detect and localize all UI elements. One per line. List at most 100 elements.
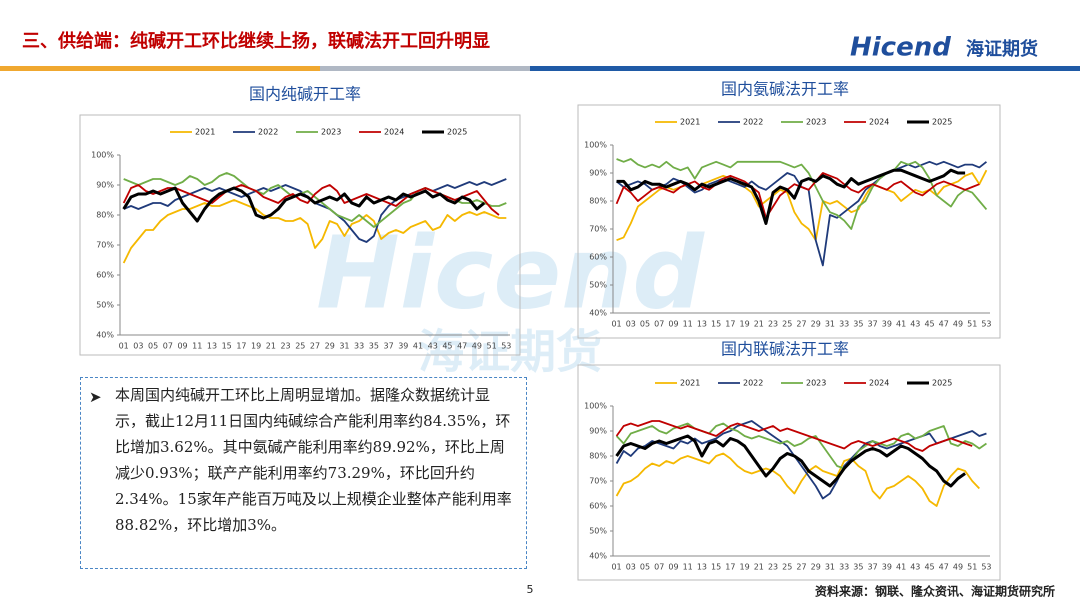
x-tick-label: 53 <box>501 342 511 351</box>
x-tick-label: 19 <box>740 563 750 572</box>
legend-label: 2024 <box>869 118 889 127</box>
header-stripe <box>0 66 320 71</box>
watermark: 海证期货 <box>418 325 602 379</box>
series-line <box>616 158 988 230</box>
x-tick-label: 37 <box>383 342 393 351</box>
x-tick-label: 09 <box>668 563 678 572</box>
x-tick-label: 19 <box>740 320 750 329</box>
header-stripe <box>530 66 1080 71</box>
y-tick-label: 70% <box>589 225 607 234</box>
x-tick-label: 39 <box>398 342 408 351</box>
x-tick-label: 47 <box>939 563 949 572</box>
x-tick-label: 53 <box>981 320 991 329</box>
y-tick-label: 100% <box>91 151 114 160</box>
x-tick-label: 09 <box>668 320 678 329</box>
x-tick-label: 07 <box>163 342 173 351</box>
x-tick-label: 03 <box>626 320 636 329</box>
x-tick-label: 01 <box>611 320 621 329</box>
y-tick-label: 80% <box>589 452 607 461</box>
y-tick-label: 80% <box>96 211 114 220</box>
x-tick-label: 43 <box>428 342 438 351</box>
series-line <box>615 420 973 452</box>
x-tick-label: 05 <box>640 563 650 572</box>
x-tick-label: 23 <box>280 342 290 351</box>
x-tick-label: 41 <box>896 320 906 329</box>
legend-label: 2021 <box>680 118 700 127</box>
x-tick-label: 11 <box>683 320 693 329</box>
x-tick-label: 33 <box>839 563 849 572</box>
x-tick-label: 13 <box>207 342 217 351</box>
source: 资料来源：钢联、隆众资讯、海证期货研究所 <box>815 584 1055 599</box>
x-tick-label: 15 <box>711 320 721 329</box>
x-tick-label: 03 <box>626 563 636 572</box>
chart-frame <box>577 104 1001 339</box>
chart-title: 国内联碱法开工率 <box>721 340 849 359</box>
y-tick-label: 40% <box>589 552 607 561</box>
series-line <box>615 452 980 507</box>
x-tick-label: 05 <box>640 320 650 329</box>
logo: Hicend <box>850 33 951 63</box>
x-tick-label: 23 <box>768 563 778 572</box>
x-tick-label: 21 <box>754 320 764 329</box>
y-tick-label: 60% <box>589 502 607 511</box>
x-tick-label: 13 <box>697 320 707 329</box>
x-tick-label: 17 <box>236 342 246 351</box>
legend-label: 2021 <box>680 379 700 388</box>
y-tick-label: 100% <box>584 402 607 411</box>
x-tick-label: 45 <box>924 320 934 329</box>
y-tick-label: 50% <box>589 281 607 290</box>
x-tick-label: 51 <box>487 342 497 351</box>
x-tick-label: 17 <box>725 563 735 572</box>
x-tick-label: 29 <box>811 320 821 329</box>
x-tick-label: 03 <box>133 342 143 351</box>
x-tick-label: 53 <box>981 563 991 572</box>
x-tick-label: 31 <box>825 563 835 572</box>
y-tick-label: 50% <box>589 527 607 536</box>
x-tick-label: 51 <box>967 563 977 572</box>
x-tick-label: 43 <box>910 563 920 572</box>
x-tick-label: 25 <box>295 342 305 351</box>
y-tick-label: 80% <box>589 197 607 206</box>
x-tick-label: 01 <box>119 342 129 351</box>
legend-label: 2025 <box>932 118 952 127</box>
legend-label: 2024 <box>384 128 404 137</box>
chart-frame <box>577 364 1001 581</box>
y-tick-label: 90% <box>96 181 114 190</box>
x-tick-label: 45 <box>442 342 452 351</box>
x-tick-label: 27 <box>310 342 320 351</box>
legend-label: 2023 <box>806 379 826 388</box>
x-tick-label: 19 <box>251 342 261 351</box>
x-tick-label: 35 <box>853 320 863 329</box>
x-tick-label: 27 <box>796 320 806 329</box>
series-line <box>615 172 980 219</box>
x-tick-label: 11 <box>192 342 202 351</box>
x-tick-label: 51 <box>967 320 977 329</box>
x-tick-label: 49 <box>953 320 963 329</box>
summary-text: 本周国内纯碱开工环比上周明显增加。据隆众数据统计显示，截止12月11日国内纯碱综… <box>115 386 512 534</box>
x-tick-label: 37 <box>868 320 878 329</box>
series-line <box>122 186 486 223</box>
y-tick-label: 90% <box>589 427 607 436</box>
x-tick-label: 05 <box>148 342 158 351</box>
x-tick-label: 33 <box>354 342 364 351</box>
x-tick-label: 39 <box>882 320 892 329</box>
chart-title: 国内氨碱法开工率 <box>721 80 849 99</box>
x-tick-label: 29 <box>811 563 821 572</box>
x-tick-label: 45 <box>924 563 934 572</box>
header-stripe <box>320 66 530 71</box>
summary-box: ➤ 本周国内纯碱开工环比上周明显增加。据隆众数据统计显示，截止12月11日国内纯碱… <box>80 377 527 569</box>
x-tick-label: 21 <box>266 342 276 351</box>
x-tick-label: 25 <box>782 563 792 572</box>
y-tick-label: 90% <box>589 169 607 178</box>
x-tick-label: 25 <box>782 320 792 329</box>
x-tick-label: 49 <box>953 563 963 572</box>
y-tick-label: 40% <box>96 331 114 340</box>
series-line <box>615 434 966 488</box>
x-tick-label: 43 <box>910 320 920 329</box>
legend-label: 2024 <box>869 379 889 388</box>
x-tick-label: 21 <box>754 563 764 572</box>
x-tick-label: 17 <box>725 320 735 329</box>
chart-frame <box>79 114 521 356</box>
